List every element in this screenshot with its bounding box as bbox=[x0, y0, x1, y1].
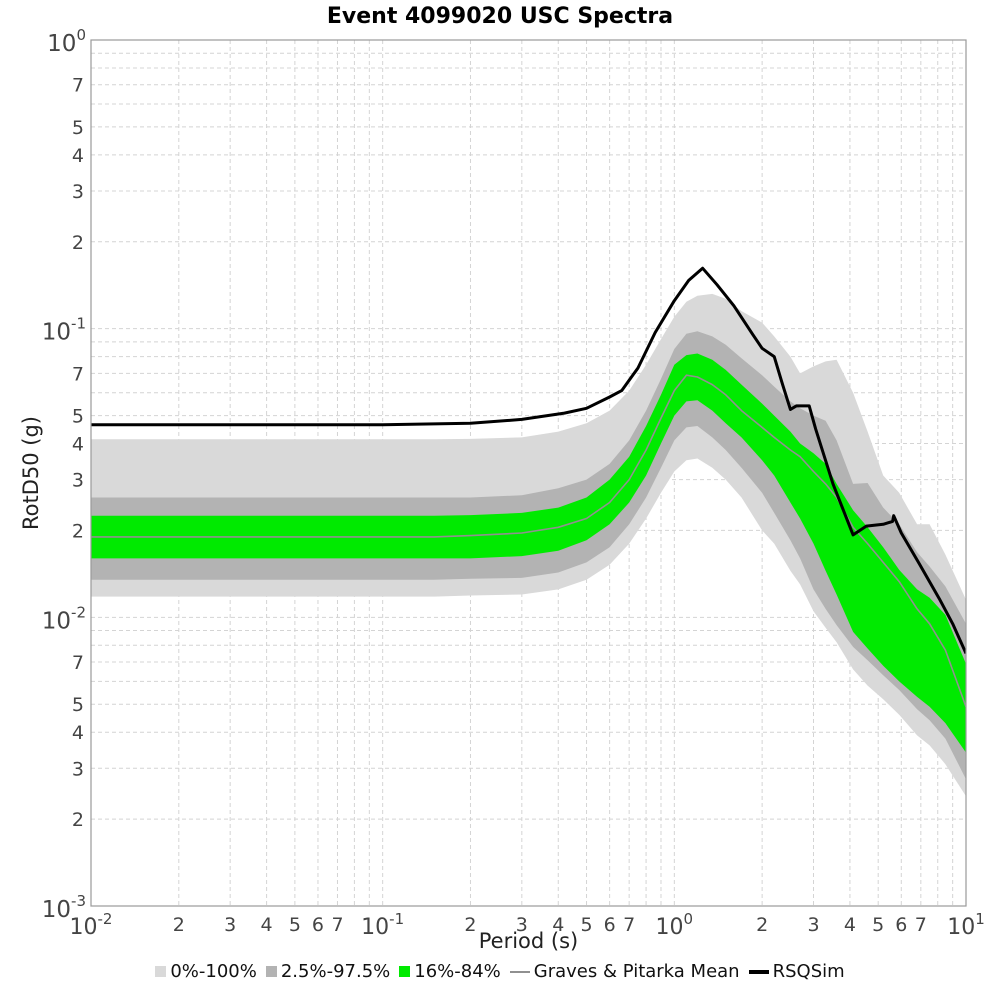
legend-item-rsqsim[interactable]: RSQSim bbox=[748, 961, 845, 982]
svg-text:7: 7 bbox=[72, 75, 84, 97]
legend-item-2-5-97-5[interactable]: 2.5%-97.5% bbox=[265, 961, 391, 982]
svg-text:3: 3 bbox=[224, 914, 236, 936]
legend-swatch-0-100 bbox=[155, 966, 167, 977]
svg-text:4: 4 bbox=[552, 914, 564, 936]
svg-text:4: 4 bbox=[844, 914, 856, 936]
svg-text:2: 2 bbox=[173, 914, 185, 936]
svg-text:2: 2 bbox=[464, 914, 476, 936]
legend-swatch-2-5-97-5 bbox=[265, 966, 277, 977]
svg-text:2: 2 bbox=[72, 520, 84, 542]
svg-text:10-2: 10-2 bbox=[42, 603, 86, 634]
plot-border bbox=[90, 39, 967, 907]
svg-text:10-1: 10-1 bbox=[42, 315, 86, 346]
legend-label-rsqsim: RSQSim bbox=[772, 961, 845, 982]
svg-text:6: 6 bbox=[895, 914, 907, 936]
svg-text:5: 5 bbox=[580, 914, 592, 936]
mean-line bbox=[91, 374, 966, 708]
legend: 0%-100% 2.5%-97.5% 16%-84% Graves & Pita… bbox=[0, 961, 1000, 982]
svg-text:3: 3 bbox=[72, 181, 84, 203]
svg-text:3: 3 bbox=[72, 758, 84, 780]
x-axis-title: Period (s) bbox=[478, 929, 579, 953]
svg-text:7: 7 bbox=[72, 652, 84, 674]
y-axis-ticks: 100 10-1 10-2 10-3 7 5 4 3 2 7 5 4 3 2 7 5 4 3 2 bbox=[42, 26, 86, 923]
svg-text:5: 5 bbox=[872, 914, 884, 936]
svg-text:2: 2 bbox=[72, 232, 84, 254]
legend-swatch-16-84 bbox=[399, 966, 411, 977]
svg-text:2: 2 bbox=[756, 914, 768, 936]
legend-item-16-84[interactable]: 16%-84% bbox=[399, 961, 501, 982]
svg-text:4: 4 bbox=[261, 914, 273, 936]
svg-text:10-3: 10-3 bbox=[42, 892, 86, 923]
svg-text:4: 4 bbox=[72, 722, 84, 744]
svg-text:5: 5 bbox=[72, 406, 84, 428]
svg-text:6: 6 bbox=[312, 914, 324, 936]
svg-text:7: 7 bbox=[331, 914, 343, 936]
chart-title: Event 4099020 USC Spectra bbox=[326, 4, 674, 29]
legend-label-16-84: 16%-84% bbox=[414, 961, 501, 982]
svg-text:3: 3 bbox=[516, 914, 528, 936]
series bbox=[91, 266, 966, 797]
svg-text:3: 3 bbox=[72, 470, 84, 492]
band-16-84 bbox=[91, 353, 966, 753]
legend-label-0-100: 0%-100% bbox=[170, 961, 257, 982]
svg-text:101: 101 bbox=[947, 910, 985, 940]
svg-text:7: 7 bbox=[623, 914, 635, 936]
legend-item-0-100[interactable]: 0%-100% bbox=[155, 961, 257, 982]
rsqsim-line bbox=[91, 266, 966, 655]
svg-text:7: 7 bbox=[915, 914, 927, 936]
svg-text:6: 6 bbox=[604, 914, 616, 936]
legend-label-graves-pitarka-mean: Graves & Pitarka Mean bbox=[533, 961, 740, 982]
svg-text:3: 3 bbox=[807, 914, 819, 936]
legend-swatch-graves-pitarka-mean bbox=[509, 970, 530, 973]
svg-text:100: 100 bbox=[47, 26, 86, 57]
svg-text:4: 4 bbox=[72, 145, 84, 167]
svg-text:10-1: 10-1 bbox=[361, 910, 404, 940]
legend-label-2-5-97-5: 2.5%-97.5% bbox=[280, 961, 391, 982]
legend-item-graves-pitarka-mean[interactable]: Graves & Pitarka Mean bbox=[509, 961, 740, 982]
svg-text:7: 7 bbox=[72, 363, 84, 385]
svg-text:5: 5 bbox=[72, 694, 84, 716]
svg-text:100: 100 bbox=[656, 910, 694, 940]
svg-text:10-2: 10-2 bbox=[70, 910, 113, 940]
legend-swatch-rsqsim bbox=[748, 969, 769, 974]
svg-text:4: 4 bbox=[72, 434, 84, 456]
svg-text:5: 5 bbox=[289, 914, 301, 936]
svg-text:2: 2 bbox=[72, 809, 84, 831]
svg-text:5: 5 bbox=[72, 117, 84, 139]
